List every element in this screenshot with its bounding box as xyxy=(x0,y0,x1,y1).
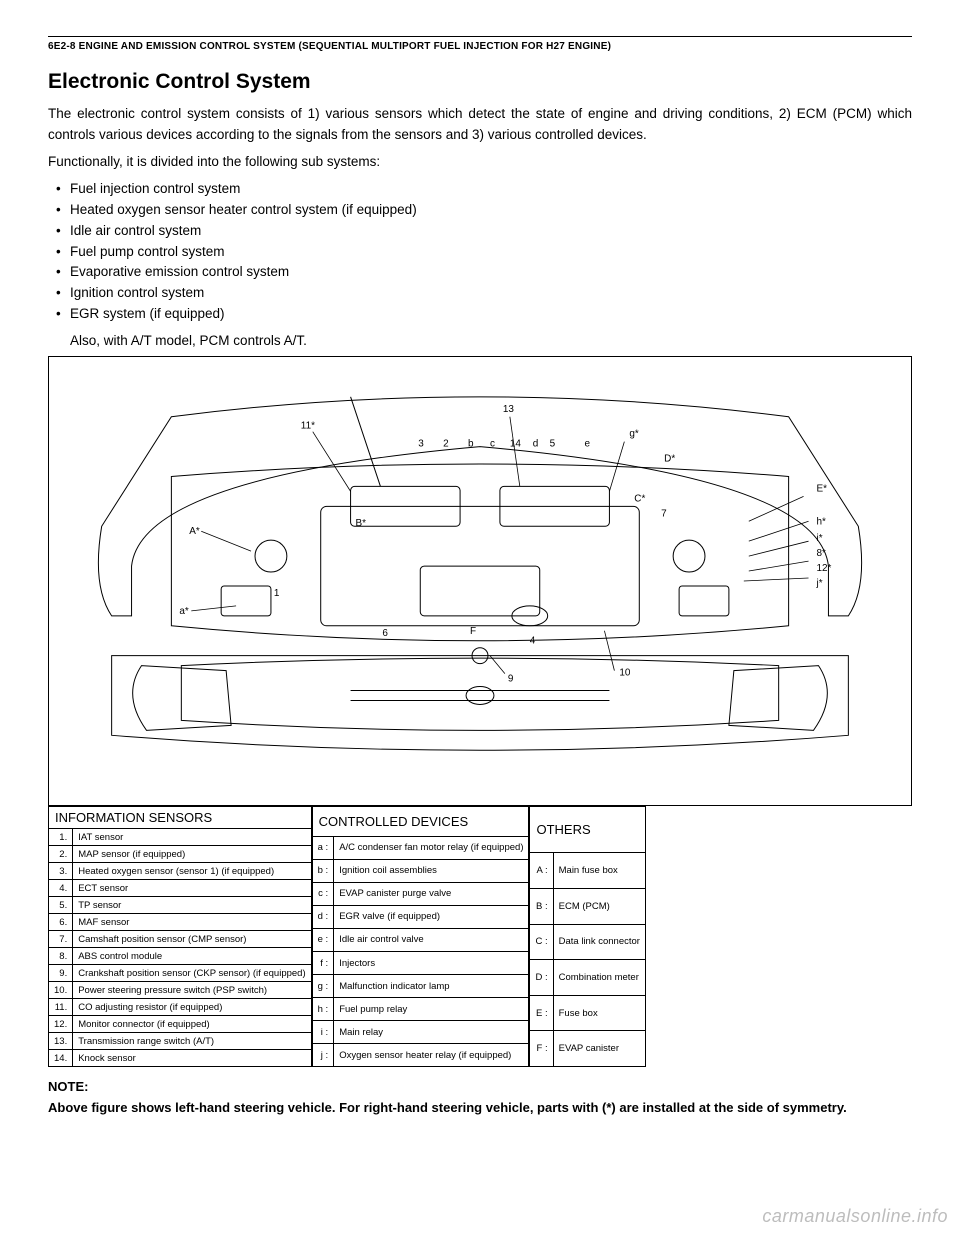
others-header: OTHERS xyxy=(530,807,645,853)
label-8: 8* xyxy=(816,548,826,559)
label-1: 1 xyxy=(274,588,280,599)
table-row: 8.ABS control module xyxy=(49,948,312,965)
note-block: NOTE: Above figure shows left-hand steer… xyxy=(48,1079,912,1118)
table-row: 10.Power steering pressure switch (PSP s… xyxy=(49,982,312,999)
table-row: 14.Knock sensor xyxy=(49,1050,312,1067)
sensors-header: INFORMATION SENSORS xyxy=(49,807,312,829)
legend-tables: INFORMATION SENSORS 1.IAT sensor 2.MAP s… xyxy=(48,806,912,1067)
subsystem-list: Fuel injection control system Heated oxy… xyxy=(48,179,912,325)
table-row: A :Main fuse box xyxy=(530,853,645,889)
label-6: 6 xyxy=(382,628,388,639)
label-14: 14 xyxy=(510,439,522,450)
label-j: j* xyxy=(815,578,822,589)
label-g: g* xyxy=(629,429,639,440)
table-row: 12.Monitor connector (if equipped) xyxy=(49,1016,312,1033)
table-row: c : EVAP canister purge valve xyxy=(312,882,529,905)
intro-paragraph-2: Functionally, it is divided into the fol… xyxy=(48,152,912,173)
devices-table: CONTROLLED DEVICES a :A/C condenser fan … xyxy=(312,806,530,1067)
label-13: 13 xyxy=(503,404,515,415)
table-row: 5.TP sensor xyxy=(49,897,312,914)
label-b: b xyxy=(468,439,474,450)
label-4: 4 xyxy=(530,636,536,647)
label-10: 10 xyxy=(619,668,631,679)
label-i: i* xyxy=(816,533,822,544)
table-row: d : EGR valve (if equipped) xyxy=(312,905,529,928)
table-row: 9.Crankshaft position sensor (CKP sensor… xyxy=(49,965,312,982)
label-D: D* xyxy=(664,454,675,465)
page-title: Electronic Control System xyxy=(48,70,912,94)
label-Cstar: C* xyxy=(634,493,645,504)
label-5: 5 xyxy=(550,439,556,450)
list-item: Fuel pump control system xyxy=(48,242,912,263)
table-row: D :Combination meter xyxy=(530,960,645,996)
engine-diagram-svg: 11* 13 3 2 b c 14 d 5 e g* D* E* h* i* 8… xyxy=(49,357,911,805)
list-item: Idle air control system xyxy=(48,221,912,242)
table-row: 2.MAP sensor (if equipped) xyxy=(49,846,312,863)
header-rule xyxy=(48,36,912,37)
list-item: Ignition control system xyxy=(48,283,912,304)
list-item: Heated oxygen sensor heater control syst… xyxy=(48,200,912,221)
note-label: NOTE: xyxy=(48,1079,912,1094)
sensors-table: INFORMATION SENSORS 1.IAT sensor 2.MAP s… xyxy=(48,806,312,1067)
watermark: carmanualsonline.info xyxy=(762,1206,948,1227)
table-row: F :EVAP canister xyxy=(530,1031,645,1067)
table-row: 6.MAF sensor xyxy=(49,914,312,931)
table-row: 4.ECT sensor xyxy=(49,880,312,897)
after-bullets-text: Also, with A/T model, PCM controls A/T. xyxy=(48,331,912,352)
table-row: b :Ignition coil assemblies xyxy=(312,859,529,882)
list-item: Fuel injection control system xyxy=(48,179,912,200)
table-row: g :Malfunction indicator lamp xyxy=(312,975,529,998)
label-2: 2 xyxy=(443,439,449,450)
note-text: Above figure shows left-hand steering ve… xyxy=(48,1098,912,1118)
table-row: j :Oxygen sensor heater relay (if equipp… xyxy=(312,1044,529,1067)
label-h: h* xyxy=(816,516,826,527)
table-row: f :Injectors xyxy=(312,952,529,975)
list-item: Evaporative emission control system xyxy=(48,262,912,283)
label-a: a* xyxy=(179,606,189,617)
label-12: 12* xyxy=(816,563,831,574)
label-A: A* xyxy=(189,526,200,537)
table-row: a :A/C condenser fan motor relay (if equ… xyxy=(312,836,529,859)
table-row: E :Fuse box xyxy=(530,995,645,1031)
list-item: EGR system (if equipped) xyxy=(48,304,912,325)
others-table: OTHERS A :Main fuse box B :ECM (PCM) C :… xyxy=(529,806,645,1067)
table-row: 7.Camshaft position sensor (CMP sensor) xyxy=(49,931,312,948)
table-row: 3.Heated oxygen sensor (sensor 1) (if eq… xyxy=(49,863,312,880)
label-E: E* xyxy=(816,484,827,495)
engine-diagram: 11* 13 3 2 b c 14 d 5 e g* D* E* h* i* 8… xyxy=(48,356,912,806)
table-row: C :Data link connector xyxy=(530,924,645,960)
intro-paragraph-1: The electronic control system consists o… xyxy=(48,104,912,146)
table-row: B :ECM (PCM) xyxy=(530,888,645,924)
label-3: 3 xyxy=(418,439,424,450)
label-9: 9 xyxy=(508,674,514,685)
label-d: d xyxy=(533,439,539,450)
page-header: 6E2-8 ENGINE AND EMISSION CONTROL SYSTEM… xyxy=(48,41,912,52)
label-e: e xyxy=(585,439,591,450)
table-row: e :Idle air control valve xyxy=(312,928,529,951)
devices-header: CONTROLLED DEVICES xyxy=(312,807,529,837)
table-row: 1.IAT sensor xyxy=(49,829,312,846)
label-F: F xyxy=(470,626,476,637)
table-row: h :Fuel pump relay xyxy=(312,998,529,1021)
label-B: B* xyxy=(356,518,367,529)
label-c: c xyxy=(490,439,495,450)
label-11: 11* xyxy=(301,421,315,432)
table-row: 11.CO adjusting resistor (if equipped) xyxy=(49,999,312,1016)
table-row: i :Main relay xyxy=(312,1021,529,1044)
label-7: 7 xyxy=(661,508,667,519)
table-row: 13.Transmission range switch (A/T) xyxy=(49,1033,312,1050)
